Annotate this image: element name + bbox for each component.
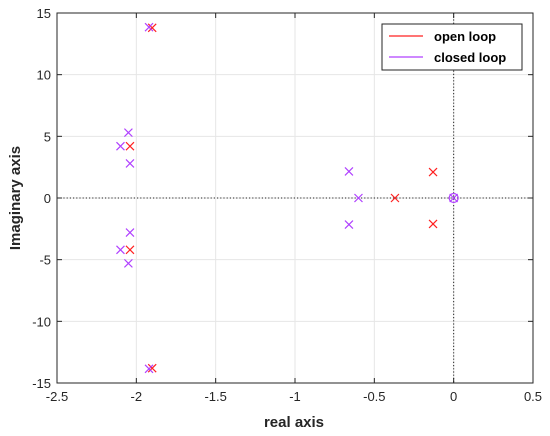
axis-ticks: -2.5 -2 -1.5 -1 -0.5 0 0.5 -15 -10 -5 0 5 10 15 [32,6,542,404]
y-tick-label: 15 [37,6,51,21]
x-tick-label: 0.5 [524,389,542,404]
y-tick-label: -10 [32,314,51,329]
pole-marker-open-loop [428,167,438,177]
x-tick-label: 0 [450,389,457,404]
x-tick-label: -1.5 [204,389,226,404]
y-axis-label: Imaginary axis [7,146,24,250]
pole-marker-closed-loop [123,258,133,268]
legend-label-open-loop: open loop [434,29,496,44]
y-tick-label: -15 [32,376,51,391]
y-tick-label: 0 [44,191,51,206]
zero-marker-closed-loop [448,192,459,204]
pole-marker-open-loop [147,363,157,373]
x-tick-label: -0.5 [363,389,385,404]
legend-label-closed-loop: closed loop [434,50,506,65]
zero-lines [57,13,533,383]
legend: open loop closed loop [381,23,523,71]
x-tick-label: -2.5 [46,389,68,404]
pole-marker-closed-loop [344,220,354,229]
pole-marker-closed-loop [123,128,133,138]
pole-marker-closed-loop [116,141,125,151]
pole-marker-closed-loop [116,245,125,255]
pole-marker-closed-loop [144,22,154,32]
y-tick-label: -5 [39,253,51,268]
pole-marker-open-loop [390,193,400,203]
x-tick-label: -1 [289,389,301,404]
pole-marker-closed-loop [449,193,459,203]
data-marks [116,22,459,374]
pole-marker-open-loop [147,23,157,33]
x-tick-label: -2 [131,389,143,404]
pole-marker-open-loop [125,141,135,151]
y-tick-label: 10 [37,68,51,83]
pole-marker-closed-loop [125,228,135,237]
x-axis-label: real axis [264,414,324,431]
pole-marker-closed-loop [144,364,154,374]
pole-marker-closed-loop [125,159,135,168]
pole-marker-open-loop [125,245,135,255]
pole-marker-closed-loop [354,193,363,203]
pole-marker-closed-loop [344,167,354,176]
pole-marker-open-loop [428,219,438,229]
y-tick-label: 5 [44,129,51,144]
legend-box [381,23,523,71]
